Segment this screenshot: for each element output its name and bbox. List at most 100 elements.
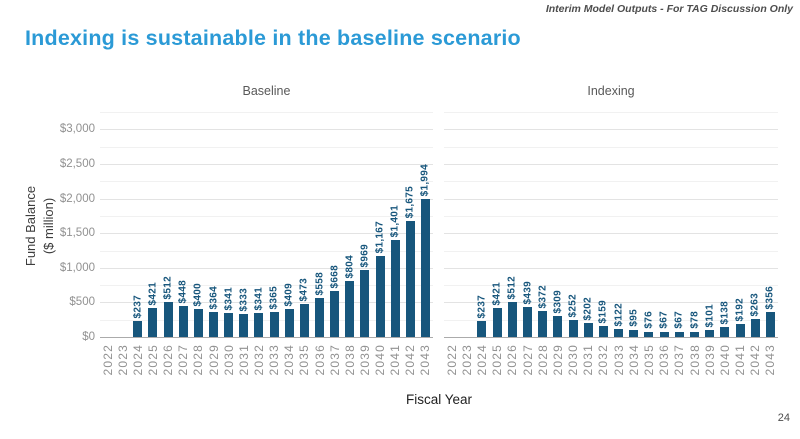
bar — [360, 270, 369, 337]
gridline — [444, 129, 778, 131]
x-tick-label: 2024 — [475, 344, 489, 376]
bar — [569, 320, 578, 337]
x-tick-label: 2030 — [221, 344, 236, 376]
bar-value-label: $409 — [283, 282, 295, 306]
bar — [751, 319, 760, 337]
bar-value-label: $421 — [147, 281, 159, 305]
bar-value-label: $400 — [192, 282, 204, 306]
bar-value-label: $237 — [476, 294, 488, 318]
x-tick-label: 2042 — [403, 344, 418, 376]
bar-value-label: $202 — [582, 296, 594, 320]
gridline — [444, 250, 778, 252]
x-tick-label: 2034 — [282, 344, 297, 376]
bar — [508, 302, 517, 337]
bar-value-label: $421 — [491, 281, 503, 305]
page-number: 24 — [777, 412, 790, 424]
bar — [705, 330, 714, 337]
bar-value-label: $969 — [359, 243, 371, 267]
bar-value-label: $341 — [223, 286, 235, 310]
gridline — [444, 319, 778, 321]
gridline — [100, 319, 433, 321]
x-tick-label: 2022 — [100, 344, 115, 376]
bar-value-label: $138 — [719, 300, 731, 324]
bar — [629, 330, 638, 337]
gridline — [100, 129, 433, 131]
bar — [523, 307, 532, 337]
x-tick-label: 2029 — [550, 344, 565, 376]
bar — [675, 332, 684, 337]
bar-value-label: $1,401 — [389, 204, 401, 237]
x-tick-label: 2040 — [373, 344, 387, 376]
x-tick-label: 2031 — [236, 344, 251, 376]
x-tick-label: 2033 — [611, 344, 626, 376]
gridline — [100, 146, 433, 148]
bar — [614, 329, 623, 337]
x-axis-title: Fiscal Year — [405, 392, 473, 407]
bar — [179, 306, 188, 337]
bar — [406, 221, 415, 337]
gridline — [444, 215, 778, 217]
x-tick-label: 2023 — [115, 344, 130, 376]
x-tick-label: 2037 — [327, 344, 342, 376]
bar — [224, 313, 233, 337]
bar-value-label: $122 — [613, 302, 625, 326]
y-tick-label: $0 — [82, 331, 95, 343]
bar — [300, 304, 309, 337]
bar — [209, 312, 218, 337]
y-tick-label: $2,000 — [59, 192, 95, 205]
x-tick-label: 2025 — [146, 344, 160, 376]
bar-value-label: $473 — [298, 277, 310, 301]
y-tick-label: $500 — [69, 296, 95, 309]
x-tick-label: 2038 — [687, 344, 702, 376]
x-tick-label: 2028 — [535, 344, 550, 376]
x-tick-label: 2039 — [357, 344, 372, 376]
bar-value-label: $364 — [208, 285, 219, 309]
bar-value-label: $78 — [689, 311, 700, 329]
bar — [584, 323, 593, 337]
bar — [194, 309, 203, 337]
bar — [285, 309, 294, 337]
x-tick-label: 2022 — [444, 344, 459, 376]
bar-value-label: $333 — [238, 287, 250, 311]
x-tick-label: 2034 — [626, 344, 641, 376]
y-tick-label: $2,500 — [59, 157, 95, 170]
plot-area-baseline: $237 $421 $512 $448 $400 $364 $341 $333 $341 $365… — [100, 112, 433, 338]
x-tick-label: 2036 — [312, 344, 327, 376]
bar-value-label: $668 — [329, 264, 341, 288]
gridline — [100, 181, 433, 183]
bar — [690, 332, 699, 337]
gridline — [100, 112, 433, 113]
bar — [133, 321, 142, 337]
x-tick-label: 2038 — [342, 344, 357, 376]
x-tick-label: 2029 — [206, 344, 221, 376]
bar — [239, 314, 248, 337]
x-tick-label: 2028 — [191, 344, 206, 376]
bar — [254, 313, 263, 337]
bar — [164, 302, 173, 337]
bar — [538, 311, 547, 337]
x-tick-label: 2035 — [642, 344, 656, 376]
x-tick-label: 2027 — [520, 344, 535, 376]
x-tick-label: 2031 — [581, 344, 596, 376]
bar — [270, 312, 279, 337]
x-tick-label: 2026 — [161, 344, 176, 376]
x-tick-label: 2041 — [733, 344, 747, 376]
x-tick-label: 2041 — [388, 344, 403, 376]
bar-value-label: $1,675 — [404, 185, 416, 218]
bar — [766, 312, 775, 337]
gridline — [444, 267, 778, 269]
bar — [720, 327, 729, 337]
gridline — [100, 302, 433, 304]
bar — [553, 316, 562, 337]
bar-value-label: $67 — [673, 311, 685, 329]
gridline — [444, 302, 778, 304]
x-tick-label: 2043 — [763, 344, 778, 376]
bar — [477, 321, 486, 337]
x-tick-label: 2040 — [717, 344, 732, 376]
gridline — [444, 163, 778, 165]
bar-value-label: $372 — [537, 284, 549, 308]
bar — [315, 298, 324, 337]
bar-value-label: $512 — [162, 275, 174, 299]
gridline — [100, 215, 433, 217]
